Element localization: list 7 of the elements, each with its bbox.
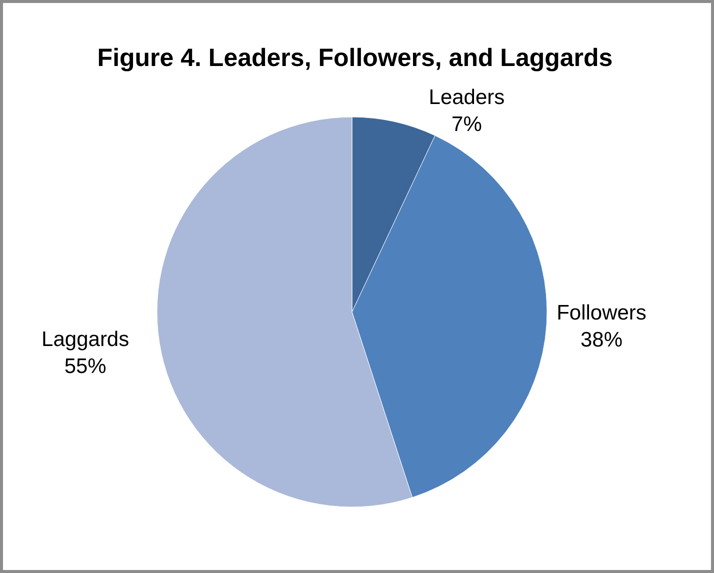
data-label: 38% (580, 328, 623, 352)
slice-label: Laggards (42, 328, 130, 352)
data-label: 7% (452, 112, 482, 136)
chart-title: Figure 4. Leaders, Followers, and Laggards (97, 44, 613, 72)
slice-label: Followers (556, 302, 646, 325)
slice-label: Leaders (428, 86, 505, 109)
data-label: 55% (64, 355, 106, 378)
